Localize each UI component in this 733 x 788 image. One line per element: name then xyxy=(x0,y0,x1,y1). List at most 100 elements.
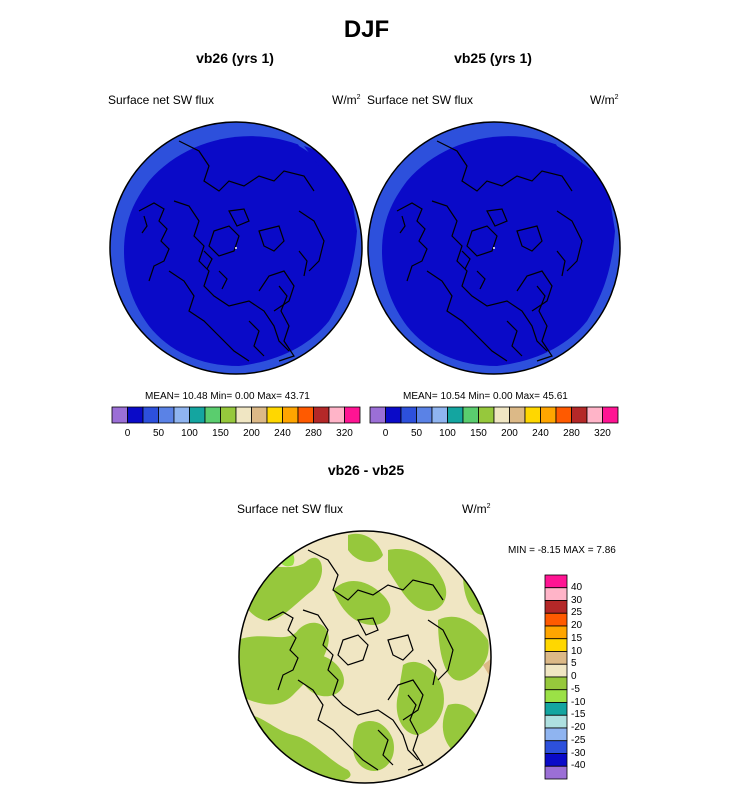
colorbar-swatch xyxy=(369,406,386,424)
colorbar-diff-label: 15 xyxy=(571,632,583,644)
colorbar-swatch xyxy=(493,406,510,424)
colorbar-diff-swatch xyxy=(544,612,568,627)
coastlines-left xyxy=(138,140,325,362)
colorbar-diff-label: 0 xyxy=(571,671,577,682)
colorbar-tick-label: 0 xyxy=(124,428,131,439)
colorbar-swatch xyxy=(158,406,175,424)
colorbar-left xyxy=(111,406,361,424)
colorbar-swatch xyxy=(462,406,479,424)
panel-right-units: W/m2 xyxy=(590,93,619,107)
colorbar-tick-label: 320 xyxy=(594,428,611,439)
colorbar-diff-label: 25 xyxy=(571,607,583,619)
colorbar-diff-swatch xyxy=(544,574,568,589)
colorbar-swatch xyxy=(251,406,268,424)
colorbar-diff-label: 30 xyxy=(571,594,583,606)
colorbar-diff-label: -15 xyxy=(571,709,586,721)
colorbar-tick-label: 150 xyxy=(470,428,487,439)
colorbar-diff-label: -20 xyxy=(571,722,586,733)
colorbar-tick-label: 280 xyxy=(563,428,580,439)
colorbar-swatch xyxy=(204,406,221,424)
colorbar-diff-swatch xyxy=(544,753,568,767)
colorbar-diff-label: 20 xyxy=(571,620,583,631)
panel-right-stats: MEAN= 10.54 Min= 0.00 Max= 45.61 xyxy=(403,391,568,402)
colorbar-swatch xyxy=(571,406,588,424)
diff-variable-label: Surface net SW flux xyxy=(237,502,344,516)
colorbar-right xyxy=(369,406,619,424)
colorbar-diff xyxy=(544,574,568,780)
colorbar-tick-label: 200 xyxy=(501,428,518,439)
colorbar-diff-label: -30 xyxy=(571,747,586,759)
colorbar-swatch xyxy=(173,406,190,424)
colorbar-swatch xyxy=(235,406,252,424)
colorbar-swatch xyxy=(509,406,526,424)
colorbar-tick-label: 240 xyxy=(274,428,291,439)
colorbar-diff-swatch xyxy=(544,600,568,614)
diff-minmax: MIN = -8.15 MAX = 7.86 xyxy=(508,545,616,556)
colorbar-swatch xyxy=(431,406,448,424)
colorbar-swatch xyxy=(555,406,572,424)
colorbar-diff-label: 40 xyxy=(571,581,583,593)
panel-left-stats: MEAN= 10.48 Min= 0.00 Max= 43.71 xyxy=(145,391,310,402)
colorbar-tick-label: 50 xyxy=(152,428,165,439)
colorbar-tick-label: 320 xyxy=(336,428,353,439)
colorbar-tick-label: 100 xyxy=(181,428,198,439)
colorbar-diff-swatch xyxy=(544,689,568,703)
colorbar-swatch xyxy=(478,406,495,424)
panel-left-units: W/m2 xyxy=(332,93,361,107)
colorbar-swatch xyxy=(266,406,283,424)
colorbar-swatch xyxy=(416,406,433,424)
colorbar-diff-swatch xyxy=(544,638,568,652)
colorbar-tick-label: 280 xyxy=(305,428,322,439)
colorbar-diff-swatch xyxy=(544,727,568,742)
coastlines-right xyxy=(396,140,583,362)
diff-title: vb26 - vb25 xyxy=(327,462,405,478)
map-left xyxy=(109,121,363,375)
colorbar-diff-swatch xyxy=(544,587,568,601)
colorbar-diff-label: 5 xyxy=(571,658,577,670)
colorbar-swatch xyxy=(540,406,557,424)
main-title: DJF xyxy=(343,16,390,43)
colorbar-tick-label: 150 xyxy=(212,428,229,439)
panel-left-variable-label: Surface net SW flux xyxy=(108,93,215,107)
panel-left-title: vb26 (yrs 1) xyxy=(196,50,274,66)
colorbar-swatch xyxy=(344,406,361,424)
map-diff xyxy=(238,530,492,784)
coastlines-diff xyxy=(267,549,454,771)
colorbar-swatch xyxy=(400,406,417,424)
colorbar-swatch xyxy=(586,406,603,424)
colorbar-tick-label: 0 xyxy=(382,428,389,439)
panel-right-title: vb25 (yrs 1) xyxy=(454,50,532,66)
colorbar-swatch xyxy=(297,406,314,424)
colorbar-diff-swatch xyxy=(544,740,568,754)
colorbar-diff-label: -25 xyxy=(571,734,586,746)
colorbar-swatch xyxy=(189,406,206,424)
colorbar-diff-swatch xyxy=(544,663,568,678)
colorbar-diff-label: -5 xyxy=(571,683,580,695)
colorbar-tick-label: 50 xyxy=(410,428,423,439)
colorbar-diff-swatch xyxy=(544,676,568,691)
map-right xyxy=(367,121,621,375)
colorbar-swatch xyxy=(385,406,402,424)
panel-right-variable-label: Surface net SW flux xyxy=(367,93,474,107)
colorbar-swatch xyxy=(127,406,144,424)
colorbar-diff-swatch xyxy=(544,714,568,729)
colorbar-swatch xyxy=(447,406,464,424)
colorbar-diff-label: -10 xyxy=(571,696,586,708)
colorbar-tick-label: 100 xyxy=(439,428,456,439)
diff-units: W/m2 xyxy=(462,502,491,516)
colorbar-diff-swatch xyxy=(544,651,568,665)
colorbar-tick-label: 240 xyxy=(532,428,549,439)
colorbar-tick-label: 200 xyxy=(243,428,260,439)
colorbar-swatch xyxy=(111,406,128,424)
colorbar-swatch xyxy=(313,406,330,424)
colorbar-swatch xyxy=(142,406,159,424)
colorbar-swatch xyxy=(602,406,619,424)
colorbar-diff-swatch xyxy=(544,702,568,716)
colorbar-diff-swatch xyxy=(544,625,568,640)
colorbar-diff-swatch xyxy=(544,765,568,780)
colorbar-swatch xyxy=(524,406,541,424)
colorbar-diff-label: 10 xyxy=(571,645,583,657)
colorbar-swatch xyxy=(282,406,299,424)
colorbar-swatch xyxy=(220,406,237,424)
colorbar-swatch xyxy=(328,406,345,424)
